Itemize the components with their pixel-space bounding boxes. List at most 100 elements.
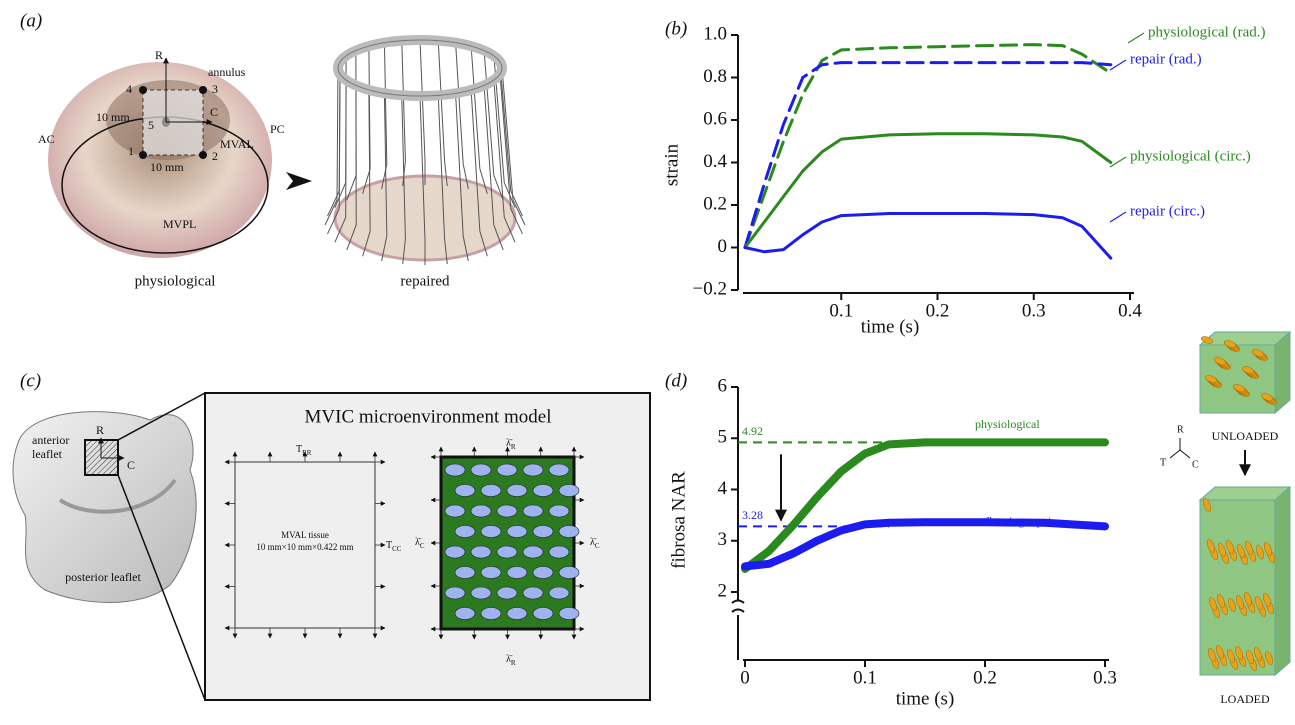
series-line <box>745 134 1111 248</box>
cell <box>507 608 527 620</box>
label: 10 mm×10 mm×0.422 mm <box>256 542 353 552</box>
caption: repaired <box>400 273 450 289</box>
triad-axis <box>1180 450 1190 458</box>
label: UNLOADED <box>1212 429 1279 443</box>
cell <box>481 485 501 497</box>
marker <box>199 151 207 159</box>
triad-axis <box>1170 450 1180 458</box>
y-tick-label: 5 <box>718 427 728 448</box>
label: R <box>155 48 163 62</box>
cell <box>497 505 517 517</box>
cell <box>559 526 579 538</box>
cell <box>549 587 569 599</box>
suture <box>456 43 464 164</box>
figure: (a) R annulus 4 3 C 10 mm 5 AC PC MVAL 1… <box>0 0 1295 720</box>
leader-line <box>1128 33 1144 43</box>
label-sub: C <box>595 542 600 550</box>
y-tick-label: 0.2 <box>703 193 727 214</box>
series-label: repair (circ.) <box>1130 203 1205 219</box>
y-tick-label: 6 <box>718 375 728 396</box>
cell-matrix <box>441 457 574 629</box>
cell <box>471 464 491 476</box>
cell <box>481 526 501 538</box>
cube-loaded <box>1200 487 1290 675</box>
label: 10 mm <box>96 110 130 124</box>
label: leaflet <box>32 447 63 461</box>
cell <box>445 464 465 476</box>
label: AC <box>38 132 55 146</box>
panel-label: (b) <box>665 18 687 39</box>
marker <box>199 86 207 94</box>
cell <box>481 567 501 579</box>
series-label: flat-ring repair <box>985 514 1055 528</box>
x-tick-label: 0.3 <box>1022 300 1046 321</box>
x-tick-label: 0.3 <box>1093 667 1117 688</box>
cell <box>497 546 517 558</box>
label: C <box>210 105 218 119</box>
suture <box>500 74 511 209</box>
cell <box>549 546 569 558</box>
cell <box>471 505 491 517</box>
cell <box>455 608 475 620</box>
x-tick-label: 0.2 <box>973 667 997 688</box>
cell <box>455 526 475 538</box>
reference-label: 3.28 <box>742 508 763 522</box>
cell <box>559 567 579 579</box>
cell <box>497 587 517 599</box>
cell <box>523 587 543 599</box>
label: R <box>1177 424 1184 435</box>
label: LOADED <box>1220 692 1270 706</box>
label: 5 <box>148 118 154 132</box>
label: C <box>1192 459 1199 470</box>
cell <box>523 546 543 558</box>
x-tick-label: 0 <box>740 667 750 688</box>
panel-d-cubes: UNLOADED LOADED R T C <box>1160 332 1290 706</box>
series-line <box>745 63 1111 248</box>
cell <box>507 567 527 579</box>
series-label: physiological (circ.) <box>1130 148 1251 164</box>
label: MVAL <box>220 137 254 151</box>
marker <box>139 151 147 159</box>
suture <box>500 62 511 191</box>
leader-line <box>1110 157 1126 167</box>
label-sub: C <box>420 542 425 550</box>
leader-line <box>1110 212 1126 222</box>
y-axis-label: fibrosa NAR <box>668 471 689 569</box>
cell <box>533 526 553 538</box>
cell <box>481 608 501 620</box>
label: 10 mm <box>150 160 184 174</box>
cell <box>533 567 553 579</box>
y-tick-label: 0.8 <box>703 66 727 87</box>
cell <box>497 464 517 476</box>
x-axis-label: time (s) <box>896 688 955 709</box>
cell <box>445 587 465 599</box>
label: anterior <box>32 433 69 447</box>
cell <box>559 608 579 620</box>
y-tick-label: 0.4 <box>703 151 727 172</box>
cell <box>507 485 527 497</box>
cell <box>559 485 579 497</box>
caption: physiological <box>135 273 216 289</box>
cell <box>549 505 569 517</box>
label: 3 <box>212 82 218 96</box>
label: annulus <box>208 65 246 79</box>
cell <box>549 464 569 476</box>
label: T <box>1160 457 1166 468</box>
series-label: physiological <box>975 417 1040 431</box>
suture <box>337 68 338 200</box>
label-sub: CC <box>392 545 402 553</box>
x-tick-label: 0.1 <box>829 300 853 321</box>
series-line <box>745 522 1105 566</box>
panel-a: (a) R annulus 4 3 C 10 mm 5 AC PC MVAL 1… <box>20 10 525 289</box>
cube-unloaded <box>1200 332 1290 413</box>
label-sub: R <box>511 443 516 451</box>
label-sub: RR <box>302 449 312 457</box>
panel-label: (d) <box>665 370 687 391</box>
arrow <box>286 172 312 190</box>
series-line <box>745 214 1111 259</box>
label: MVAL tissue <box>281 530 329 540</box>
label: PC <box>270 122 285 136</box>
cell <box>455 567 475 579</box>
